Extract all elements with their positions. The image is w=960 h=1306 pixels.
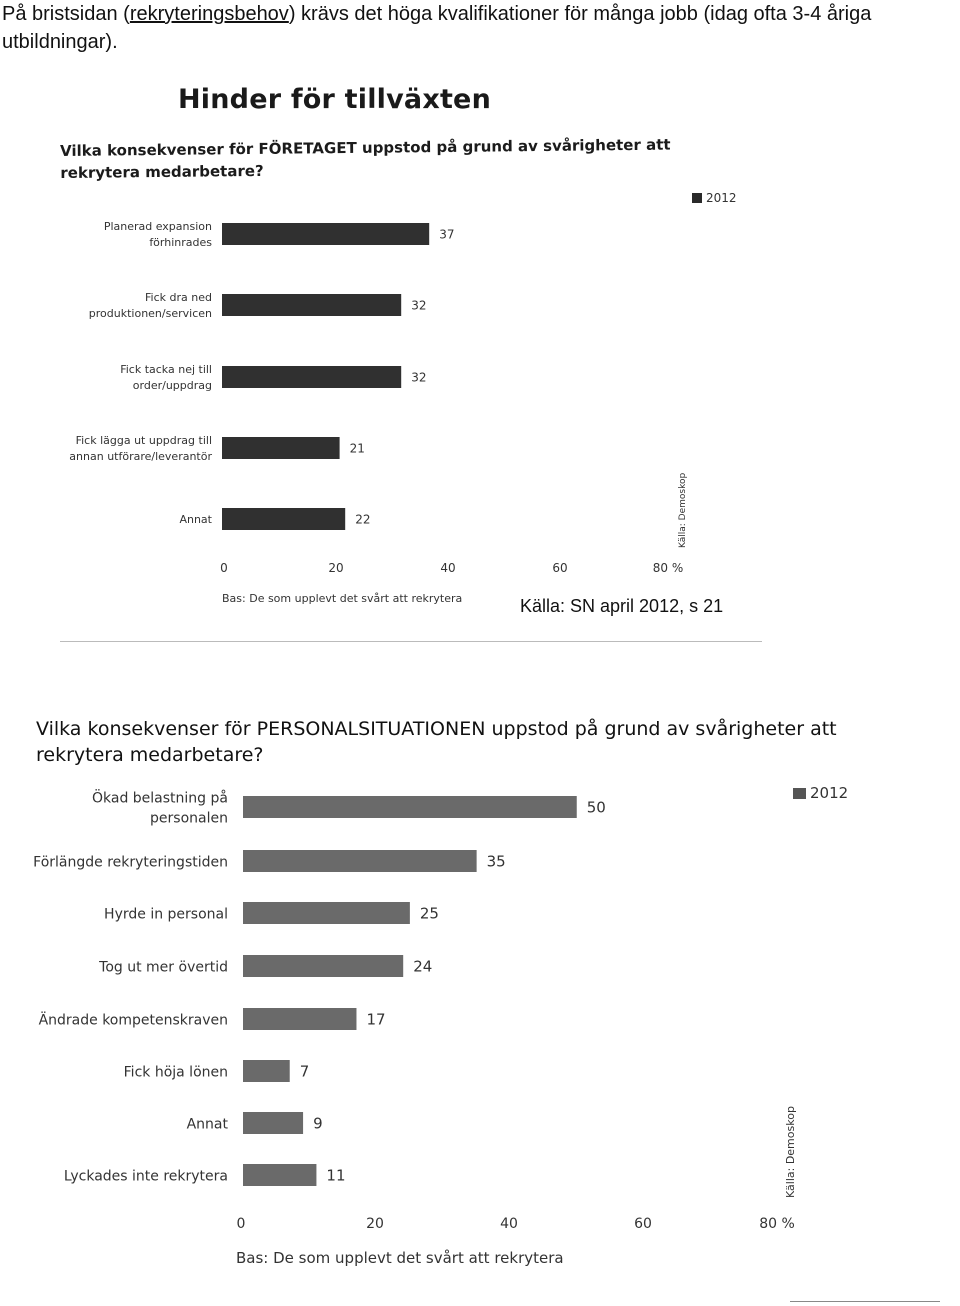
chart2-tick-label: 60 [634,1216,652,1232]
chart2-category-label: Tog ut mer övertid [98,959,228,975]
chart1-category-label: Fick dra ned [145,291,212,304]
chart2-value-label: 7 [300,1063,310,1081]
chart1-value-label: 32 [411,371,426,385]
chart2-question: Vilka konsekvenser för PERSONALSITUATION… [36,718,837,766]
chart2-bar [243,1164,317,1186]
chart1-bar [222,223,430,245]
chart1-legend-label: 2012 [706,191,737,205]
source-main: Källa: SN april 2012, s 21 [520,596,724,616]
chart2-category-label: Lyckades inte rekrytera [64,1168,228,1184]
chart2-tick-label: 80 % [759,1216,795,1232]
section-divider [60,641,762,642]
chart1-tick-label: 40 [440,561,455,575]
chart2-tick-label: 40 [500,1216,518,1232]
chart1-category-label: förhinrades [149,236,212,249]
chart1-legend-swatch [692,193,702,203]
intro-text-before: På bristsidan ( [2,3,130,25]
chart1-value-label: 21 [350,442,365,456]
chart2-bar [243,1112,304,1134]
chart2-value-label: 9 [313,1115,323,1133]
chart2-tick-label: 20 [366,1216,384,1232]
chart1-tick-label: 20 [328,561,343,575]
chart2-category-label: Förlängde rekryteringstiden [33,854,228,870]
chart1-value-label: 22 [355,513,370,527]
chart1-tick-label: 0 [220,561,228,575]
chart1-category-label: Fick lägga ut uppdrag till [76,434,212,447]
chart1-bar [222,366,402,388]
chart-heading: Hinder för tillväxten [178,84,491,115]
chart2-legend-swatch [793,787,806,799]
bottom-rule [790,1301,940,1302]
chart2-bar [243,902,410,924]
chart2-tick-label: 0 [237,1216,246,1232]
chart1-category-label: Planerad expansion [104,220,212,233]
chart2-category-label: personalen [150,810,228,826]
chart1-bar [222,437,340,459]
chart1-base-note: Bas: De som upplevt det svårt att rekryt… [222,592,463,605]
chart2-value-label: 25 [420,905,439,923]
chart1-value-label: 32 [411,299,426,313]
intro-link[interactable]: rekryteringsbehov [129,3,289,25]
chart2-value-label: 50 [587,799,606,817]
chart2-value-label: 24 [413,958,432,976]
chart2-bar [243,796,577,818]
chart2-category-label: Ökad belastning på [92,788,228,806]
chart2-category-label: Hyrde in personal [104,906,228,922]
chart2-category-label: Annat [187,1116,229,1132]
chart2-value-label: 17 [366,1011,385,1029]
chart2-value-label: 35 [487,853,506,871]
intro-paragraph: På bristsidan (rekryteringsbehov) krävs … [2,0,952,56]
chart1-value-label: 37 [439,228,454,242]
chart1-tick-label: 80 % [653,561,684,575]
chart1-bar [222,508,346,530]
chart1-tick-label: 60 [552,561,567,575]
chart1-category-label: Fick tacka nej till [120,363,212,376]
chart2-value-label: 11 [326,1167,345,1185]
chart1-bar [222,294,402,316]
chart1-category-label: order/uppdrag [133,379,212,392]
intro-text-after: ) krävs det höga kvalifikationer för mån… [2,3,872,53]
chart2-category-label: Fick höja lönen [124,1064,228,1080]
chart1-category-label: annan utförare/leverantör [69,450,212,463]
chart1-category-label: produktionen/servicen [89,307,212,320]
chart2-bar [243,1008,357,1030]
chart1-legend: 2012 [692,191,737,205]
chart2-bar [243,1060,290,1082]
chart2-bar [243,955,404,977]
chart2-legend-label: 2012 [810,784,849,802]
chart1-category-label: Annat [179,513,212,526]
chart2-category-label: Ändrade kompetenskraven [39,1010,228,1028]
chart2-base-note: Bas: De som upplevt det svårt att rekryt… [236,1249,564,1267]
chart2-legend: 2012 [793,784,848,802]
chart2-bar [243,850,477,872]
